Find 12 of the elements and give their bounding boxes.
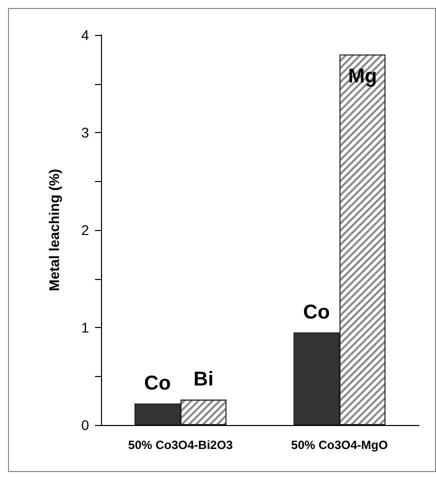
data-label: Bi (194, 368, 214, 391)
y-tick-label: 4 (81, 27, 90, 43)
y-tick-label: 3 (81, 124, 90, 140)
data-label: Mg (348, 66, 377, 88)
x-tick-label: 50% Co3O4-Bi2O3 (128, 438, 234, 452)
x-tick-label: 50% Co3O4-MgO (291, 438, 388, 452)
y-tick-label: 0 (81, 417, 90, 433)
y-tick-label: 1 (81, 320, 90, 336)
data-label: Co (303, 301, 330, 324)
y-tick-label: 2 (81, 222, 90, 238)
y-axis-title: Metal leaching (%) (46, 168, 62, 292)
data-label: Co (144, 372, 171, 395)
